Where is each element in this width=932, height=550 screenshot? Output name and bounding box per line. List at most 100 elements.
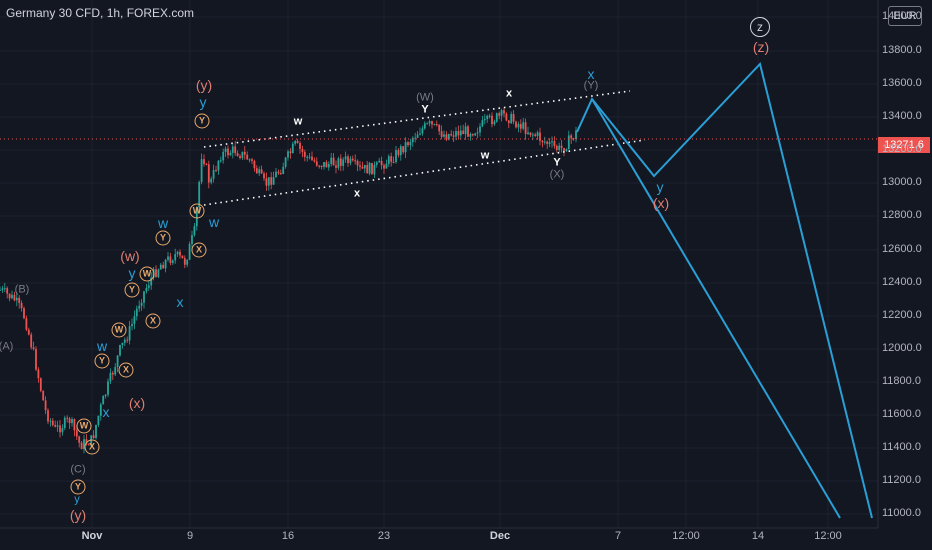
candle-body	[176, 251, 179, 255]
candle-body	[419, 133, 421, 135]
wave-label-x-top: x	[505, 87, 513, 100]
price-tick-label: 12800.0	[882, 209, 922, 221]
candle-body	[35, 349, 37, 370]
candle-body	[258, 169, 261, 174]
candle-body	[507, 120, 510, 124]
candle-body	[121, 342, 124, 345]
candle-body	[450, 134, 453, 136]
circled-label: Y	[194, 113, 210, 129]
candle-body	[421, 128, 424, 134]
candle-body	[404, 142, 407, 153]
wave-label-W-big: (W)	[416, 91, 434, 104]
wave-label-a: (A)	[0, 340, 14, 353]
circled-label: W	[111, 322, 127, 338]
candle-body	[551, 141, 553, 143]
candle-body	[155, 269, 157, 277]
candle-body	[467, 126, 469, 137]
price-tick-label: 13600.0	[882, 77, 922, 89]
candle-body	[320, 165, 323, 167]
candle-body	[30, 334, 33, 348]
candle-body	[47, 410, 49, 422]
circled-label: Y	[155, 230, 171, 246]
candle-body	[291, 143, 294, 154]
candle-body	[342, 159, 345, 166]
time-tick-label: 12:00	[814, 530, 842, 542]
candle-body	[275, 171, 277, 178]
candle-body	[277, 171, 280, 174]
candle-body	[476, 132, 479, 134]
wave-label-x-proj-pink: (x)	[652, 195, 670, 211]
candle-body	[111, 372, 114, 375]
candle-body	[445, 134, 448, 140]
candle-body	[63, 417, 66, 429]
candle-body	[193, 226, 196, 236]
candle-body	[416, 134, 419, 138]
candle-body	[6, 288, 9, 294]
wave-label-Y-low: Y	[553, 156, 561, 169]
currency-button[interactable]: EUR	[888, 6, 922, 26]
candle-body	[15, 297, 18, 301]
candle-body	[32, 347, 35, 350]
candle-body	[179, 251, 181, 256]
candle-body	[116, 355, 119, 368]
candle-body	[289, 151, 292, 154]
price-tick-label: 11600.0	[882, 408, 921, 420]
candle-body	[553, 141, 556, 147]
wave-label-z-circle: z	[750, 17, 770, 37]
candle-body	[287, 151, 289, 158]
wave-label-x-low: x	[353, 187, 361, 200]
candle-body	[426, 123, 429, 125]
candle-body	[565, 149, 568, 152]
wave-label-y1: y	[128, 265, 136, 281]
candle-body	[279, 173, 282, 175]
price-tick-label: 12400.0	[882, 276, 922, 288]
candle-body	[457, 131, 460, 136]
candle-body	[522, 122, 525, 129]
candle-body	[563, 148, 565, 152]
candle-body	[229, 152, 232, 156]
candle-body	[455, 131, 457, 137]
candle-body	[131, 323, 133, 327]
candle-body	[572, 138, 575, 140]
candle-body	[56, 425, 59, 427]
candle-body	[524, 122, 527, 134]
candle-body	[438, 124, 441, 132]
candle-body	[548, 142, 551, 144]
candle-body	[207, 164, 210, 183]
candle-body	[529, 132, 532, 135]
candle-body	[306, 156, 309, 158]
candle-body	[452, 135, 455, 137]
candle-body	[145, 287, 148, 292]
wave-label-X-gray: (X)	[549, 168, 565, 181]
candle-body	[308, 156, 311, 158]
circled-label: Y	[94, 353, 110, 369]
price-tick-label: 12600.0	[882, 243, 922, 255]
wave-label-y-top-blue: y	[199, 94, 207, 110]
candle-body	[402, 146, 405, 153]
wave-label-w-low: w	[480, 149, 490, 162]
candle-body	[251, 159, 253, 162]
candle-body	[270, 177, 273, 185]
candle-body	[73, 419, 76, 431]
price-tick-label: 11400.0	[882, 441, 921, 453]
candle-body	[407, 142, 409, 146]
candle-body	[227, 148, 229, 156]
candle-body	[435, 124, 438, 126]
wave-label-w1: w	[157, 215, 169, 231]
candle-body	[78, 436, 81, 443]
candle-body	[188, 243, 191, 260]
chart-title: Germany 30 CFD, 1h, FOREX.com	[6, 6, 195, 20]
candle-body	[13, 294, 16, 301]
candle-body	[215, 170, 217, 172]
candle-body	[25, 318, 28, 330]
candle-body	[239, 156, 241, 158]
candle-body	[505, 113, 508, 121]
candle-body	[0, 289, 1, 291]
candle-body	[210, 178, 213, 183]
candle-body	[107, 381, 109, 395]
candle-body	[488, 115, 491, 117]
candle-body	[543, 141, 546, 143]
wave-label-x-paren: (x)	[128, 395, 146, 411]
candle-body	[301, 148, 304, 152]
